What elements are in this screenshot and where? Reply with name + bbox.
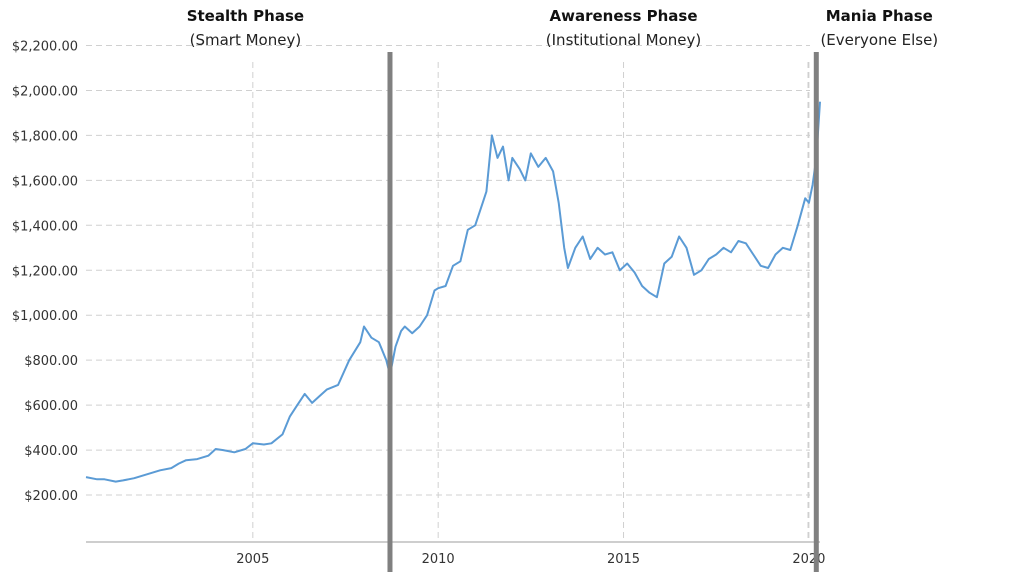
phase-labels: Stealth Phase (Smart Money) Awareness Phas…: [187, 7, 938, 49]
x-tick-label: 2015: [607, 552, 640, 567]
y-tick-label: $400.00: [24, 444, 78, 459]
y-tick-label: $600.00: [24, 399, 78, 414]
x-tick-label: 2005: [236, 552, 269, 567]
x-axis-tick-labels: 2005 2010 2015 2020: [236, 552, 825, 567]
y-tick-label: $1,400.00: [12, 219, 78, 234]
y-tick-label: $1,600.00: [12, 174, 78, 189]
price-series-line: [85, 101, 821, 483]
y-tick-label: $2,200.00: [12, 39, 78, 54]
phase-title: Awareness Phase: [550, 7, 698, 25]
y-tick-label: $200.00: [24, 489, 78, 504]
phase-title: Mania Phase: [826, 7, 933, 25]
y-tick-label: $1,800.00: [12, 129, 78, 144]
phase-subtitle: (Smart Money): [190, 31, 302, 49]
x-tick-label: 2020: [792, 552, 825, 567]
y-tick-label: $1,200.00: [12, 264, 78, 279]
y-tick-label: $800.00: [24, 354, 78, 369]
phase-subtitle: (Everyone Else): [820, 31, 938, 49]
phase-title: Stealth Phase: [187, 7, 304, 25]
y-tick-label: $2,000.00: [12, 84, 78, 99]
x-tick-label: 2010: [422, 552, 455, 567]
y-tick-label: $1,000.00: [12, 309, 78, 324]
phase-dividers: [387, 52, 819, 572]
phase-subtitle: (Institutional Money): [546, 31, 701, 49]
gridlines: [86, 44, 810, 542]
y-axis-tick-labels: $200.00 $400.00 $600.00 $800.00 $1,000.00 $1,…: [12, 39, 78, 504]
